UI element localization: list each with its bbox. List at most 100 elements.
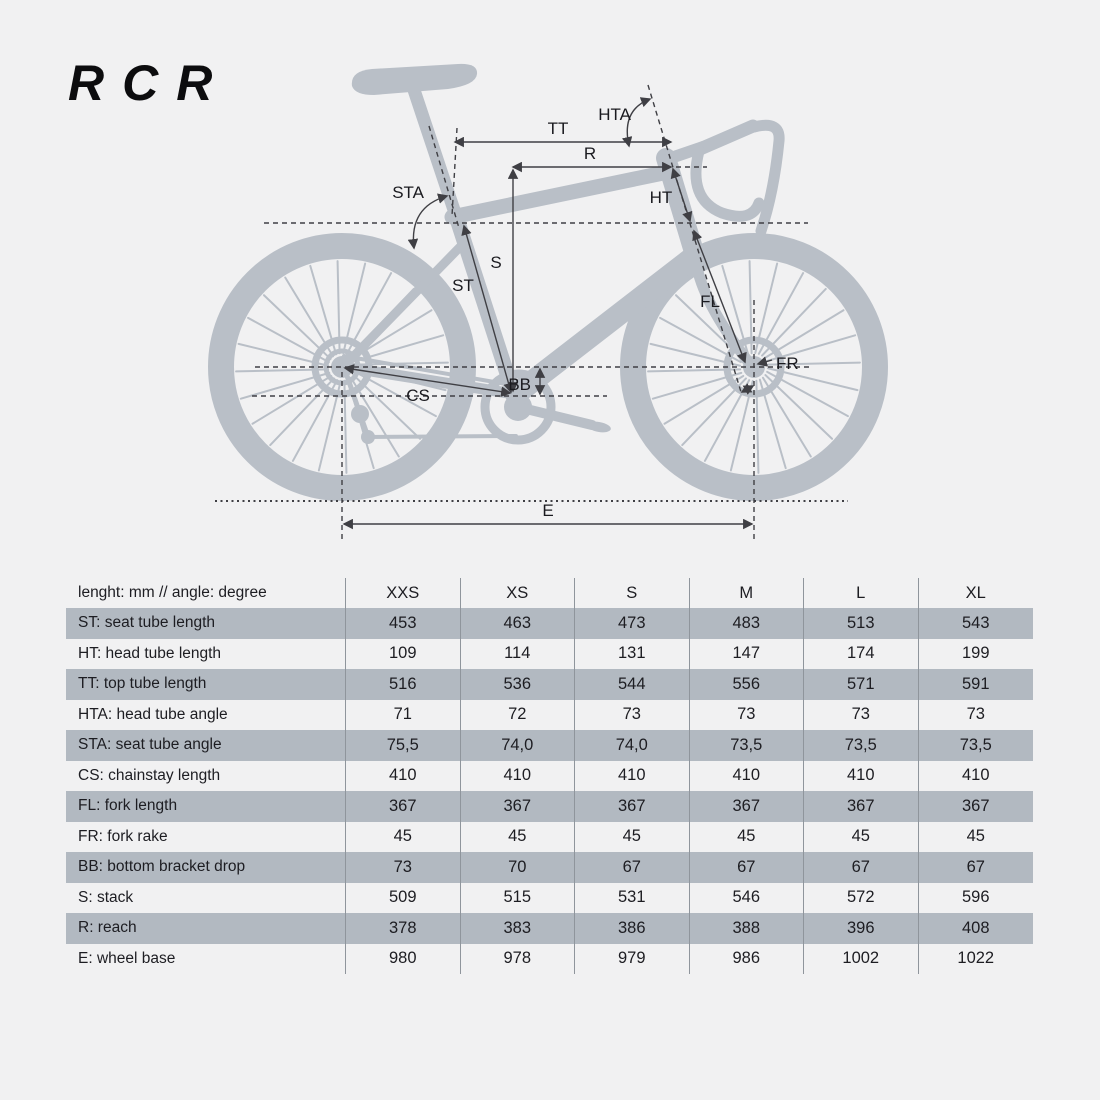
cell-ST-XS: 463 (461, 608, 575, 639)
cell-FR-XXS: 45 (346, 821, 461, 852)
cell-HTA-L: 73 (804, 699, 919, 730)
cell-FL-M: 367 (690, 791, 804, 822)
label-bb: BB (508, 375, 531, 394)
cell-HTA-XL: 73 (966, 705, 985, 724)
sta-angle-arc (407, 193, 449, 250)
cell-CS-XL: 410 (961, 766, 990, 785)
cell-HT-M: 147 (690, 638, 804, 669)
cockpit (351, 63, 785, 237)
cell-R-XL: 408 (961, 918, 990, 937)
cell-S-XXS: 509 (346, 882, 461, 913)
cell-HT-L: 174 (804, 638, 919, 669)
row-label-R: R: reach (66, 913, 346, 944)
cell-HTA-S: 73 (575, 699, 690, 730)
label-hta: HTA (598, 105, 631, 124)
table-row-STA: STA: seat tube angle 75,5 74,0 74,0 73,5 73,5… (66, 730, 1033, 761)
cell-FL-XS: 367 (461, 791, 575, 822)
cell-S-L: 572 (804, 882, 919, 913)
cell-R-XS: 383 (461, 913, 575, 944)
cell-E-M: 986 (690, 943, 804, 974)
cell-STA-M: 73,5 (690, 730, 804, 761)
row-label-ST: ST: seat tube length (66, 608, 346, 639)
cell-FR-M: 45 (690, 821, 804, 852)
cell-HT-S: 131 (575, 638, 690, 669)
table-row-HT: HT: head tube length 109 114 131 147 174 199 (66, 638, 1033, 669)
label-fr: FR (776, 354, 799, 373)
cell-HT-XS: 114 (461, 638, 575, 669)
rcr-logo: RCR (68, 55, 231, 111)
cell-ST-XL: 543 (961, 613, 990, 632)
cell-FL-XL: 367 (961, 796, 990, 815)
fr-pointer (756, 356, 773, 367)
column-header-XL: XL (965, 583, 986, 602)
table-row-S: S: stack 509 515 531 546 572 596 (66, 882, 1033, 913)
cell-ST-S: 473 (575, 608, 690, 639)
column-header-M: M (690, 578, 804, 608)
cell-E-L: 1002 (804, 943, 919, 974)
label-s: S (490, 253, 501, 272)
cell-R-M: 388 (690, 913, 804, 944)
label-fl: FL (700, 292, 720, 311)
cell-BB-XXS: 73 (346, 852, 461, 883)
cell-E-XL: 1022 (957, 949, 995, 968)
dim-fr-rake (740, 383, 755, 395)
cell-CS-XXS: 410 (346, 760, 461, 791)
row-label-TT: TT: top tube length (66, 669, 346, 700)
cell-TT-XXS: 516 (346, 669, 461, 700)
cell-R-XXS: 378 (346, 913, 461, 944)
cell-ST-M: 483 (690, 608, 804, 639)
column-header-XXS: XXS (346, 578, 461, 608)
dim-ht (670, 167, 693, 223)
geometry-table: lenght: mm // angle: degree XXS XS S M L XL ST:… (66, 578, 1033, 974)
table-row-ST: ST: seat tube length 453 463 473 483 513 543 (66, 608, 1033, 639)
label-ht: HT (650, 188, 673, 207)
row-label-HTA: HTA: head tube angle (66, 699, 346, 730)
cell-S-S: 531 (575, 882, 690, 913)
cell-E-S: 979 (575, 943, 690, 974)
cell-BB-S: 67 (575, 852, 690, 883)
row-label-FR: FR: fork rake (66, 821, 346, 852)
cell-FL-XXS: 367 (346, 791, 461, 822)
cell-TT-L: 571 (804, 669, 919, 700)
label-cs: CS (406, 386, 430, 405)
row-label-FL: FL: fork length (66, 791, 346, 822)
cell-CS-XS: 410 (461, 760, 575, 791)
row-label-S: S: stack (66, 882, 346, 913)
cell-CS-M: 410 (690, 760, 804, 791)
dimension-labels: TT R HTA STA HT S ST FL FR BB CS E (392, 105, 798, 520)
table-row-R: R: reach 378 383 386 388 396 408 (66, 913, 1033, 944)
row-label-HT: HT: head tube length (66, 638, 346, 669)
seat-vertical-line (451, 127, 458, 217)
cell-R-L: 396 (804, 913, 919, 944)
cell-CS-L: 410 (804, 760, 919, 791)
column-header-XS: XS (461, 578, 575, 608)
cell-STA-XS: 74,0 (461, 730, 575, 761)
cell-STA-XXS: 75,5 (346, 730, 461, 761)
cell-FR-XL: 45 (966, 827, 985, 846)
label-st: ST (452, 276, 474, 295)
cell-TT-XL: 591 (961, 674, 990, 693)
table-row-FL: FL: fork length 367 367 367 367 367 367 (66, 791, 1033, 822)
cell-FR-L: 45 (804, 821, 919, 852)
cell-FR-XS: 45 (461, 821, 575, 852)
cell-STA-S: 74,0 (575, 730, 690, 761)
table-row-HTA: HTA: head tube angle 71 72 73 73 73 73 (66, 699, 1033, 730)
cell-TT-S: 544 (575, 669, 690, 700)
cell-STA-XL: 73,5 (959, 735, 992, 754)
cell-TT-M: 556 (690, 669, 804, 700)
row-label-BB: BB: bottom bracket drop (66, 852, 346, 883)
cell-BB-XL: 67 (966, 857, 985, 876)
table-row-CS: CS: chainstay length 410 410 410 410 410 410 (66, 760, 1033, 791)
cell-ST-XXS: 453 (346, 608, 461, 639)
dim-fl (692, 229, 747, 364)
cell-BB-M: 67 (690, 852, 804, 883)
label-tt: TT (548, 119, 569, 138)
row-label-CS: CS: chainstay length (66, 760, 346, 791)
cell-HTA-XS: 72 (461, 699, 575, 730)
hta-angle-arc (621, 97, 652, 148)
cell-STA-L: 73,5 (804, 730, 919, 761)
dim-cs (343, 364, 512, 397)
label-r: R (584, 144, 596, 163)
row-label-E: E: wheel base (66, 943, 346, 974)
